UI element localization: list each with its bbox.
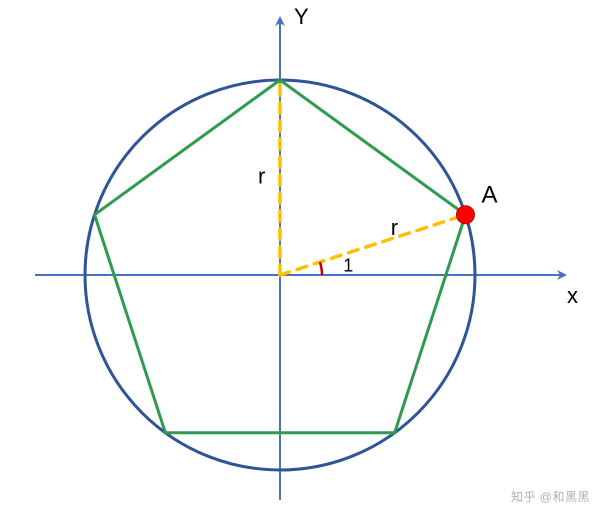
- watermark-text: 知乎 @和黑黑: [511, 488, 590, 505]
- angle-arc: [320, 262, 322, 275]
- x-axis-label: x: [567, 283, 578, 308]
- diagram-canvas: x Yr r 1 A: [0, 0, 600, 513]
- y-axis-label: Y: [294, 4, 309, 29]
- point-a-label: A: [481, 182, 497, 209]
- point-a-dot: [456, 206, 474, 224]
- radius-to-a-label: r: [391, 215, 398, 240]
- radius-to-a: [280, 215, 465, 275]
- radius-vertical-label: r: [258, 164, 265, 189]
- angle-label: 1: [343, 256, 353, 276]
